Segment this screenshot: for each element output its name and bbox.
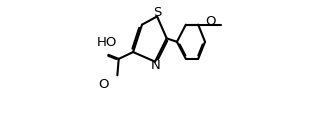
Text: HO: HO <box>97 36 117 49</box>
Text: O: O <box>99 78 109 91</box>
Text: O: O <box>205 15 216 28</box>
Text: S: S <box>153 6 162 19</box>
Text: N: N <box>151 59 160 72</box>
